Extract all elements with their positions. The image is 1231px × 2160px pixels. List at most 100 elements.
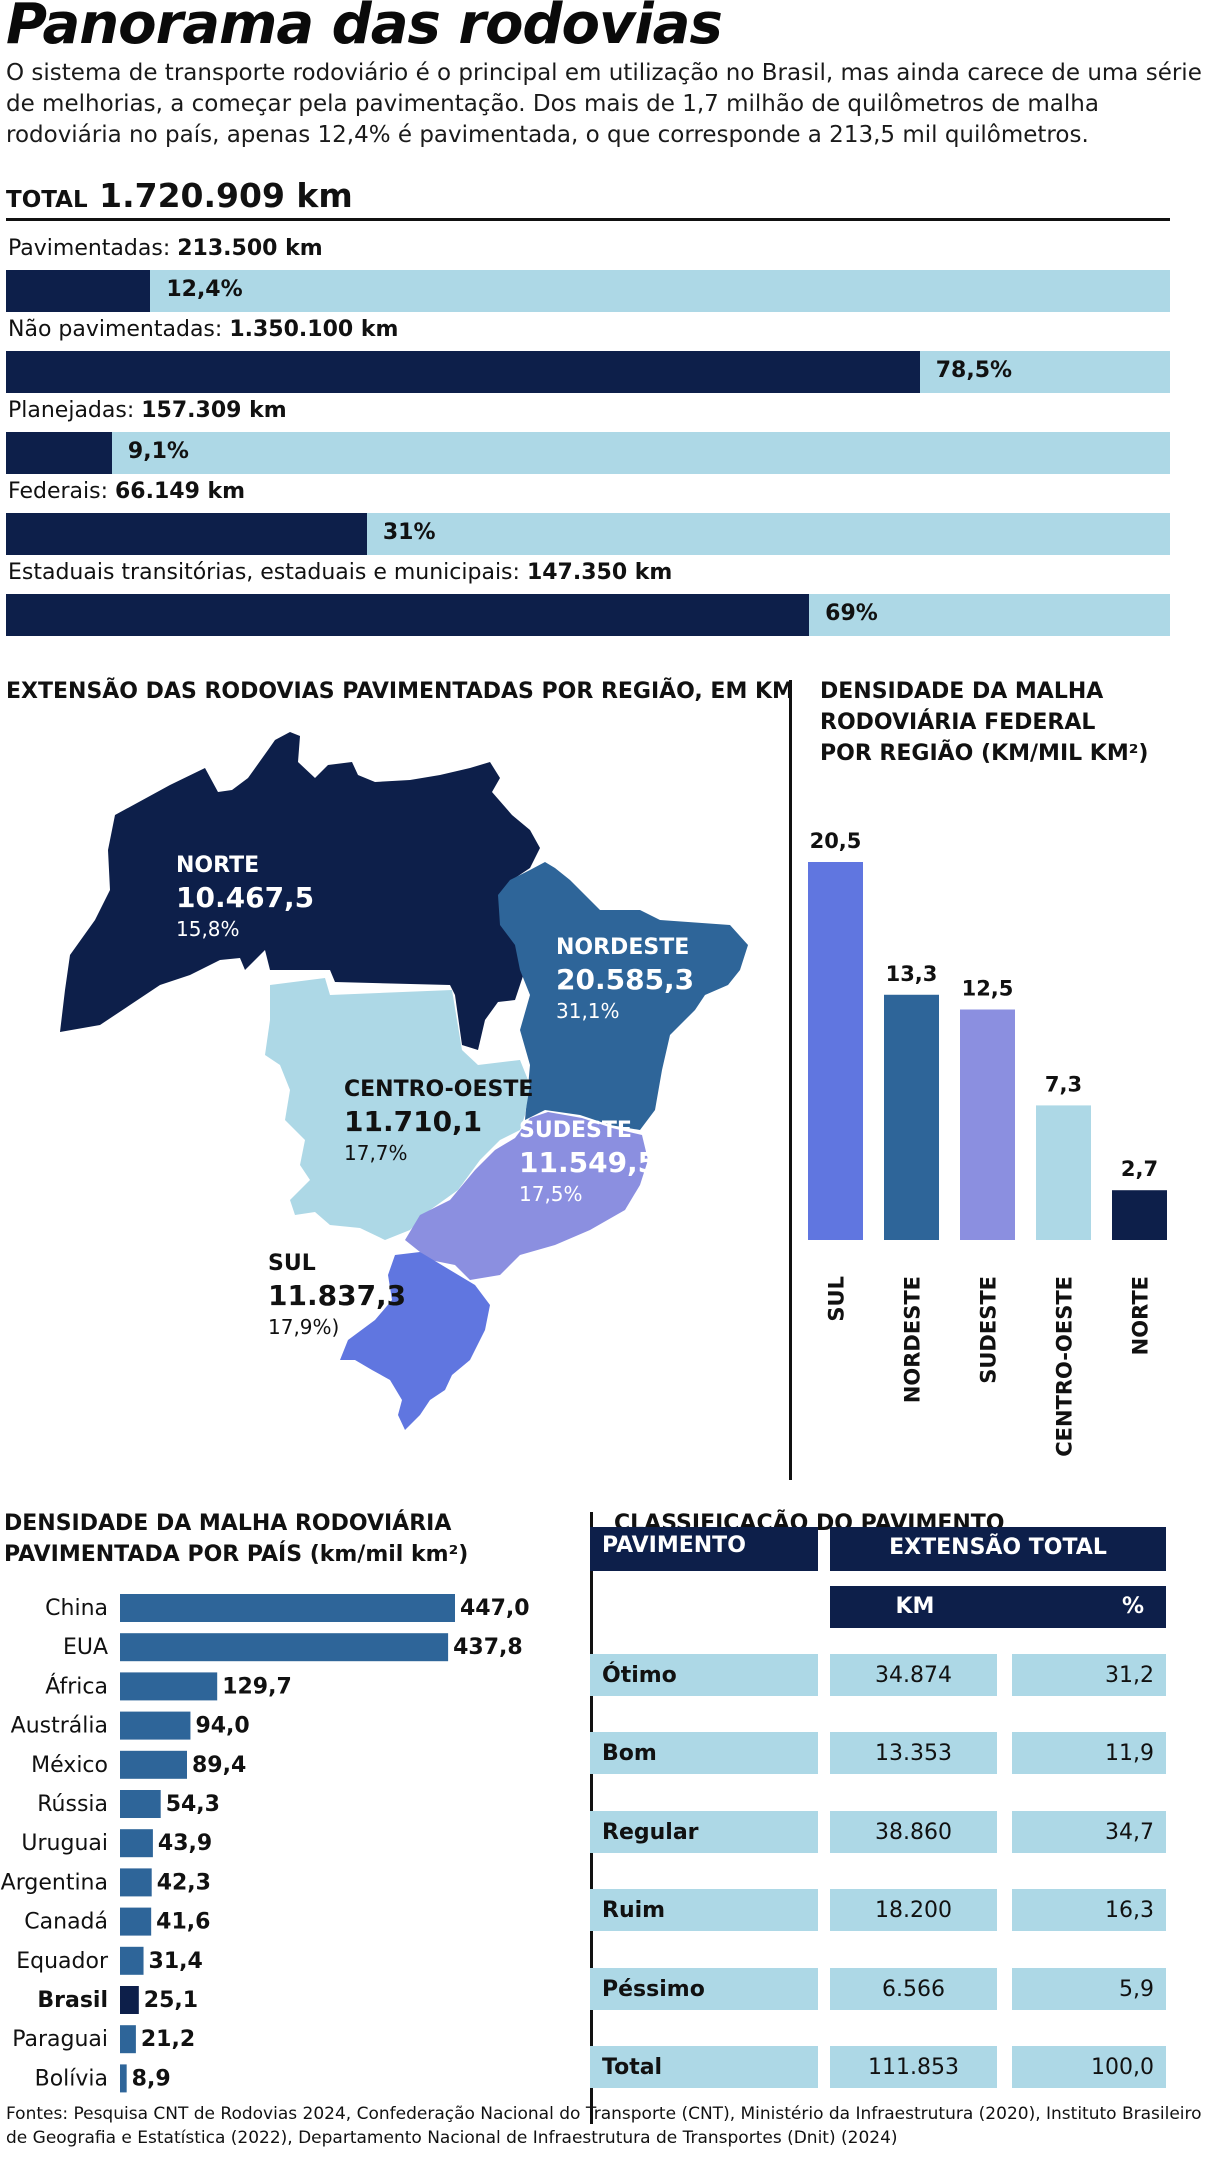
federal-bar-value: 13,3 [886,962,938,986]
share-bar-fill [6,432,112,474]
divider [6,218,1170,221]
row-name: Regular [590,1810,818,1853]
map-label-sul: SUL 11.837,3 17,9%) [268,1250,406,1340]
federal-bar [960,1009,1015,1240]
share-bar-fill [6,351,920,393]
header-pavimento: PAVIMENTO [590,1527,818,1571]
federal-density-title: DENSIDADE DA MALHA RODOVIÁRIA FEDERAL POR … [820,676,1148,769]
header-km: KM [895,1594,935,1619]
country-label: Uruguai [21,1831,108,1856]
share-bar-track: 31% [6,513,1170,555]
share-bar-pct: 12,4% [166,277,243,302]
row-pct: 16,3 [1012,1889,1166,1932]
section-divider [789,680,792,1480]
country-value: 89,4 [192,1753,246,1778]
row-name: Bom [590,1732,818,1775]
share-bar-label: Pavimentadas: 213.500 km [8,236,323,261]
country-value: 43,9 [158,1831,212,1856]
share-bar-name: Não pavimentadas: [8,317,230,342]
row-km: 38.860 [830,1810,997,1853]
row-km: 111.853 [830,2046,997,2088]
country-value: 41,6 [156,1910,210,1935]
country-bar [120,1946,144,1975]
region-name: SUL [268,1251,316,1276]
footer-sources: Fontes: Pesquisa CNT de Rodovias 2024, C… [6,2104,1202,2148]
country-bar [120,1633,449,1662]
share-bar-track: 12,4% [6,270,1170,312]
row-name: Ótimo [590,1654,818,1696]
federal-bar-value: 7,3 [1045,1072,1082,1096]
share-bar-name: Estaduais transitórias, estaduais e muni… [8,560,527,585]
row-km: 13.353 [830,1732,997,1775]
country-bar [120,1594,455,1622]
region-centro-oeste [265,978,530,1240]
federal-bar-category: SUDESTE [977,1276,1001,1384]
row-name: Ruim [590,1889,818,1932]
region-pct: 15,8% [176,917,240,941]
region-pct: 17,9%) [268,1315,340,1339]
region-name: CENTRO-OESTE [344,1077,534,1102]
total-value: 1.720.909 km [99,176,353,215]
country-label: Rússia [37,1792,108,1817]
brazil-map [60,732,748,1430]
share-bar-name: Federais: [8,479,115,504]
row-pct: 34,7 [1012,1810,1166,1853]
share-bar-name: Planejadas: [8,398,142,423]
country-value: 447,0 [460,1596,530,1621]
total-line: TOTAL 1.720.909 km [6,176,353,215]
region-nordeste [498,862,748,1130]
share-bar-fill [6,513,367,555]
federal-bar-category: NORTE [1129,1276,1153,1355]
federal-density-chart: 20,5 SUL 13,3 NORDESTE 12,5 SUDESTE 7,3 CENTRO-… [808,829,1167,1457]
country-label: Argentina [1,1870,108,1895]
region-norte [60,732,540,1050]
row-km: 34.874 [830,1654,997,1696]
country-label: África [45,1673,108,1699]
federal-bar [884,994,939,1240]
federal-bar-category: NORDESTE [901,1276,925,1403]
region-km: 10.467,5 [176,881,315,914]
row-km: 6.566 [830,1967,997,2010]
row-pct: 5,9 [1012,1967,1166,2010]
country-value: 54,3 [166,1792,220,1817]
share-bar-label: Não pavimentadas: 1.350.100 km [8,317,398,342]
row-pct: 100,0 [1012,2046,1166,2088]
country-density-chart: China 447,0 EUA 437,8 África 129,7 Austrália 94… [1,1594,530,2093]
federal-bar-category: SUL [825,1276,849,1322]
federal-bar-value: 2,7 [1121,1157,1158,1181]
region-km: 11.549,5 [519,1146,658,1179]
country-label: EUA [63,1635,108,1660]
share-bar-pct: 31% [382,520,436,545]
map-label-norte: NORTE 10.467,5 15,8% [176,852,314,942]
country-value: 31,4 [149,1949,203,1974]
map-label-sudeste: SUDESTE 11.549,5 17,5% [519,1117,657,1207]
country-bar [120,1750,187,1779]
country-label: Canadá [24,1910,108,1935]
federal-title-line: DENSIDADE DA MALHA [820,679,1104,704]
share-bar-value: 213.500 km [177,236,323,261]
country-label: México [31,1753,108,1778]
share-bar-track: 9,1% [6,432,1170,474]
country-bar [120,1829,153,1858]
region-sul [340,1252,490,1430]
country-bar [120,1986,139,2014]
share-bar-fill [6,594,810,636]
country-bar [120,1672,218,1701]
map-title: EXTENSÃO DAS RODOVIAS PAVIMENTADAS POR R… [6,679,794,704]
share-bar-value: 66.149 km [115,479,246,504]
region-km: 11.710,1 [344,1105,483,1138]
country-value: 437,8 [453,1635,523,1660]
federal-bar [808,862,863,1240]
row-km: 18.200 [830,1889,997,1932]
map-label-centro-oeste: CENTRO-OESTE 11.710,1 17,7% [344,1076,533,1166]
country-label: Brasil [37,1988,108,2013]
country-value: 21,2 [141,2027,195,2052]
federal-title-line: RODOVIÁRIA FEDERAL [820,710,1096,735]
country-label: Bolívia [35,2066,108,2091]
country-bar [120,1907,152,1936]
country-bar [120,1711,191,1740]
row-name: Total [590,2046,818,2088]
federal-bar [1112,1190,1167,1240]
share-bar-track: 69% [6,594,1170,636]
federal-bar-value: 20,5 [810,829,862,853]
